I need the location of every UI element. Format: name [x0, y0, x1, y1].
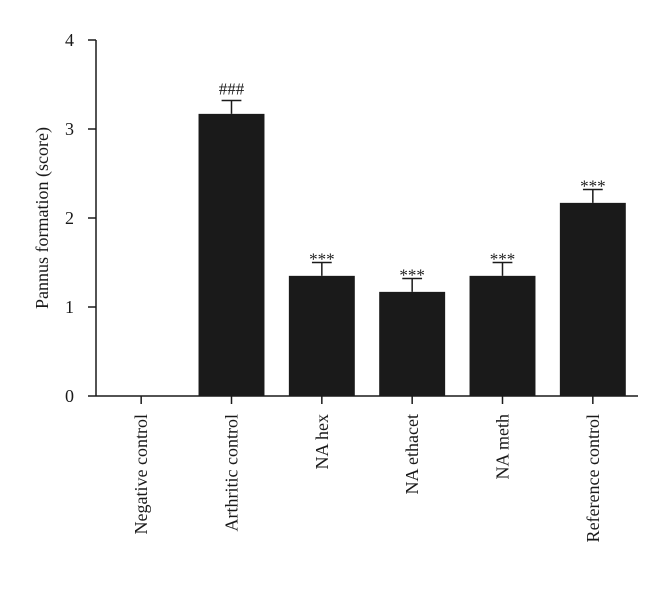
x-tick-label: NA meth: [493, 414, 513, 480]
bar: [469, 275, 536, 396]
x-tick-label: Negative control: [131, 414, 151, 534]
significance-labels-group: ### *** *** *** ***: [219, 80, 606, 285]
significance-label: ###: [219, 80, 245, 99]
x-tick-label: NA ethacet: [402, 414, 422, 494]
significance-label: ***: [309, 250, 335, 269]
bar: [379, 291, 446, 396]
bar: [198, 113, 265, 397]
significance-label: ***: [490, 250, 516, 269]
y-tick-label: 0: [65, 386, 74, 406]
x-ticks-group: Negative control Arthritic control NA hex N…: [131, 396, 603, 542]
significance-label: ***: [580, 177, 606, 196]
bar: [288, 275, 355, 396]
bars-group: [198, 113, 626, 397]
significance-label: ***: [399, 266, 425, 285]
y-tick-label: 4: [65, 30, 74, 50]
error-bars-group: [221, 99, 603, 292]
x-tick-label: NA hex: [312, 414, 332, 470]
x-tick-label: Arthritic control: [222, 414, 242, 531]
y-tick-label: 1: [65, 297, 74, 317]
x-tick-label: Reference control: [583, 414, 603, 542]
bar: [559, 202, 626, 396]
y-axis-title: Pannus formation (score): [32, 127, 53, 309]
y-ticks-group: 0 1 2 3 4: [65, 30, 96, 406]
y-tick-label: 2: [65, 208, 74, 228]
y-tick-label: 3: [65, 119, 74, 139]
